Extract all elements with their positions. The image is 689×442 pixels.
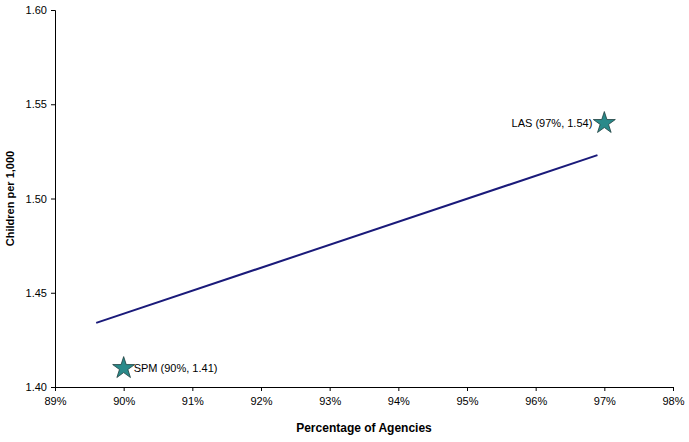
x-tick-mark (261, 387, 262, 391)
x-tick-label: 92% (250, 395, 272, 407)
x-tick-mark (330, 387, 331, 391)
y-tick: 1.40 (26, 381, 55, 393)
y-tick-mark (51, 10, 55, 11)
x-tick: 89% (44, 387, 66, 407)
y-tick: 1.50 (26, 193, 55, 205)
x-tick-mark (398, 387, 399, 391)
x-tick: 90% (113, 387, 135, 407)
x-tick-mark (604, 387, 605, 391)
x-tick: 97% (594, 387, 616, 407)
x-tick-label: 98% (662, 395, 684, 407)
data-label: SPM (90%, 1.41) (134, 362, 218, 374)
y-tick-mark (51, 104, 55, 105)
x-tick-mark (673, 387, 674, 391)
x-tick: 94% (388, 387, 410, 407)
x-tick: 96% (525, 387, 547, 407)
y-tick-label: 1.60 (26, 4, 47, 16)
point (593, 112, 615, 133)
y-tick-label: 1.45 (26, 287, 47, 299)
point (113, 357, 135, 378)
y-tick-mark (51, 387, 55, 388)
x-tick-label: 94% (388, 395, 410, 407)
x-tick-mark (124, 387, 125, 391)
x-tick-label: 97% (594, 395, 616, 407)
x-tick-label: 91% (182, 395, 204, 407)
x-axis: 89% 90% 91% 92% 93% 94% 95% 96% 97% 98% (44, 387, 684, 407)
plot: 1.40 1.45 1.50 1.55 1.60 89% 90% 91% 92% 93% 94% 95… (26, 4, 685, 407)
x-tick-label: 90% (113, 395, 135, 407)
marks (96, 112, 615, 378)
x-tick-mark (467, 387, 468, 391)
y-axis-line (51, 11, 56, 388)
x-tick-mark (192, 387, 193, 391)
x-tick: 91% (182, 387, 204, 407)
y-tick-mark (51, 199, 55, 200)
x-tick: 98% (662, 387, 684, 407)
x-tick-label: 89% (44, 395, 66, 407)
y-tick: 1.60 (26, 4, 55, 16)
y-tick-label: 1.50 (26, 193, 47, 205)
x-tick: 92% (250, 387, 272, 407)
y-tick-mark (51, 293, 55, 294)
x-tick: 95% (456, 387, 478, 407)
trend-line (96, 155, 597, 323)
x-tick-label: 93% (319, 395, 341, 407)
x-tick-label: 96% (525, 395, 547, 407)
data-labels: LAS (97%, 1.54) SPM (90%, 1.41) (134, 117, 593, 374)
y-tick: 1.45 (26, 287, 55, 299)
x-axis-title: Percentage of Agencies (296, 421, 432, 435)
y-tick-label: 1.40 (26, 381, 47, 393)
x-tick-label: 95% (456, 395, 478, 407)
x-tick: 93% (319, 387, 341, 407)
x-axis-line (56, 388, 674, 392)
y-axis: 1.40 1.45 1.50 1.55 1.60 (26, 4, 56, 393)
y-axis-title: Children per 1,000 (4, 151, 16, 246)
y-tick: 1.55 (26, 98, 55, 110)
y-tick-label: 1.55 (26, 98, 47, 110)
x-tick-mark (55, 387, 56, 391)
data-label: LAS (97%, 1.54) (512, 117, 593, 129)
x-tick-mark (536, 387, 537, 391)
chart: 1.40 1.45 1.50 1.55 1.60 89% 90% 91% 92% 93% 94% 95… (0, 0, 689, 442)
